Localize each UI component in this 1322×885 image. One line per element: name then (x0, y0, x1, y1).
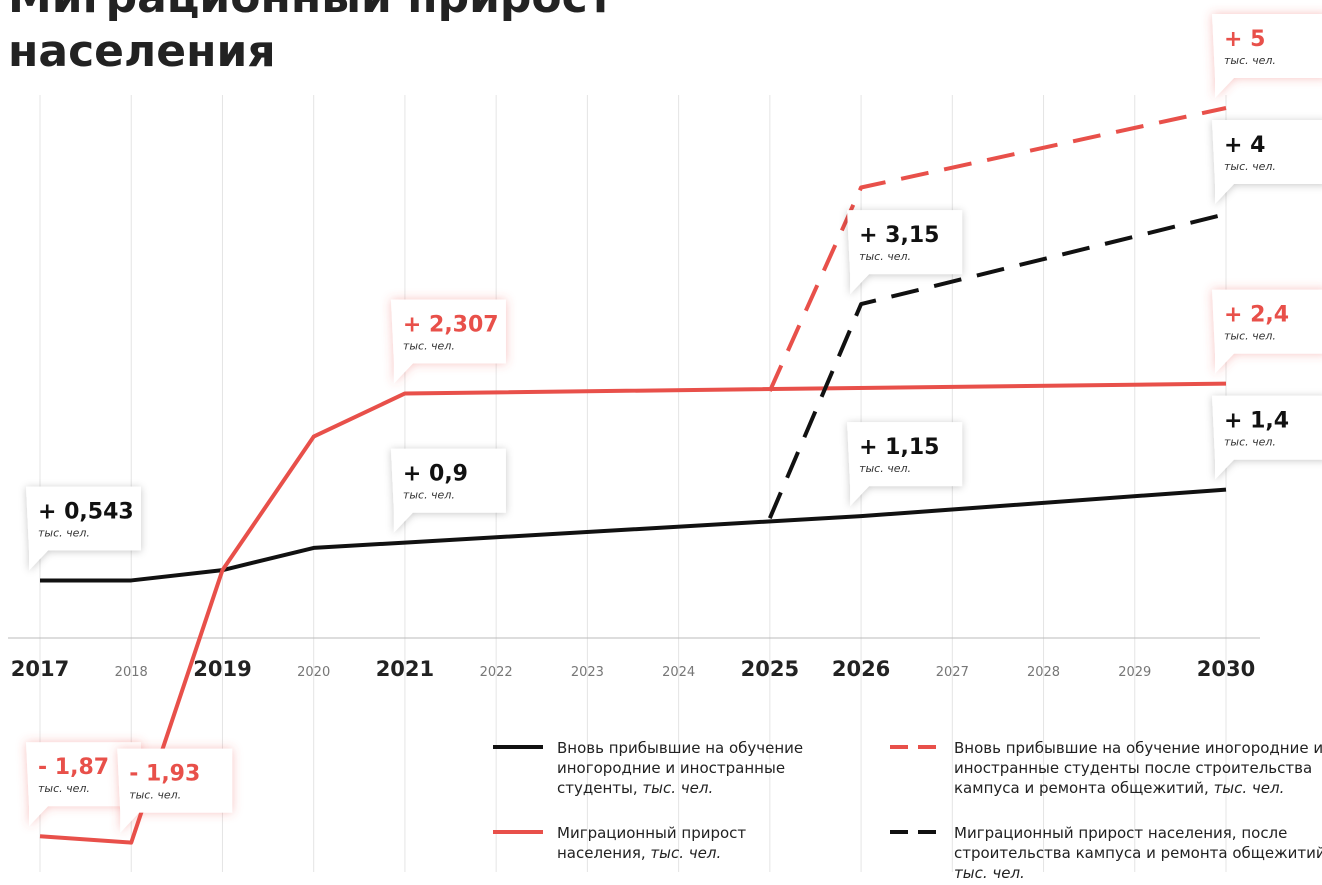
series-line (768, 106, 1227, 392)
legend-swatch (493, 745, 543, 749)
x-tick-label: 2023 (571, 665, 604, 680)
legend-unit: тыс. чел. (1213, 779, 1285, 797)
data-label: + 1,15 (859, 435, 939, 460)
legend-unit: тыс. чел. (642, 779, 714, 797)
callout: + 4 тыс. чел. (1212, 120, 1322, 204)
data-label: + 2,307 (403, 312, 499, 337)
legend-text: Миграционный прирост населения, тыс. чел… (557, 824, 747, 862)
callout-box (1212, 289, 1322, 374)
x-tick-label: 2029 (1118, 665, 1151, 680)
data-label-unit: тыс. чел. (38, 526, 90, 539)
data-label-unit: тыс. чел. (859, 462, 911, 475)
callout: + 2,307 тыс. чел. (390, 299, 506, 384)
callout: - 1,93 тыс. чел. (117, 748, 233, 833)
callout-box (1212, 14, 1322, 98)
callout-box (1212, 395, 1322, 480)
data-label-unit: тыс. чел. (38, 782, 90, 795)
legend-label: Вновь прибывшие на обучение иногородние … (954, 739, 1322, 797)
data-label: + 0,543 (38, 499, 134, 524)
series-line (39, 381, 1227, 845)
chart-title: Миграционный прирост населения (8, 0, 614, 77)
title-line: Миграционный прирост (8, 0, 614, 23)
callout-box (26, 486, 141, 571)
legend-swatch (890, 745, 940, 749)
data-label-unit: тыс. чел. (1224, 436, 1276, 449)
callout: + 0,9 тыс. чел. (390, 448, 506, 533)
data-label-unit: тыс. чел. (403, 339, 455, 352)
data-label-unit: тыс. чел. (403, 489, 455, 502)
series-line (768, 212, 1227, 520)
x-tick-label: 2024 (662, 665, 695, 680)
x-tick-label: 2019 (193, 657, 251, 681)
data-label-unit: тыс. чел. (1224, 160, 1276, 173)
legend-text: Вновь прибывшие на обучение иногородние … (954, 739, 1322, 797)
legend-unit: тыс. чел. (954, 864, 1025, 882)
data-label: + 4 (1224, 133, 1265, 158)
series-line (40, 487, 1227, 583)
legend-label: Вновь прибывшие на обучение иногородние … (557, 739, 804, 797)
callout-box (117, 748, 233, 833)
x-tick-label: 2017 (11, 657, 69, 681)
data-label: - 1,93 (129, 762, 200, 787)
callout-box (847, 210, 963, 295)
callout-box (1212, 120, 1322, 204)
data-label: + 0,9 (403, 462, 468, 487)
x-tick-label: 2021 (376, 657, 434, 681)
x-tick-label: 2020 (297, 665, 330, 680)
x-tick-label: 2018 (115, 665, 148, 680)
legend-label: Миграционный прирост населения (557, 824, 747, 862)
legend-text: Вновь прибывшие на обучение иногородние … (557, 739, 804, 797)
legend-label: Миграционный прирост населения, после ст… (954, 824, 1322, 862)
data-label: + 2,4 (1224, 303, 1289, 328)
title-line: населения (8, 26, 276, 77)
legend-text: Миграционный прирост населения, после ст… (954, 823, 1322, 883)
data-label: - 1,87 (38, 755, 109, 780)
legend-swatch (493, 830, 543, 834)
x-tick-label: 2025 (741, 657, 799, 681)
data-label: + 3,15 (859, 223, 939, 248)
data-label-unit: тыс. чел. (1224, 54, 1276, 67)
x-tick-label: 2030 (1197, 657, 1255, 681)
callout-box (390, 299, 506, 384)
legend-swatch (890, 830, 940, 834)
data-label: + 1,4 (1224, 409, 1289, 434)
callout: + 3,15 тыс. чел. (847, 210, 963, 295)
callout-box (847, 422, 963, 507)
callout-box (26, 742, 141, 827)
x-tick-label: 2027 (936, 665, 969, 680)
data-label-unit: тыс. чел. (859, 250, 911, 263)
data-label-unit: тыс. чел. (129, 789, 181, 802)
data-label: + 5 (1224, 27, 1265, 52)
callout: + 1,15 тыс. чел. (847, 422, 963, 507)
x-tick-label: 2026 (832, 657, 890, 681)
callout: + 0,543 тыс. чел. (26, 486, 141, 571)
legend-unit: тыс. чел. (650, 844, 722, 862)
callout: - 1,87 тыс. чел. (26, 742, 141, 827)
callout-box (390, 448, 506, 533)
x-tick-label: 2028 (1027, 665, 1060, 680)
callout: + 2,4 тыс. чел. (1212, 289, 1322, 374)
data-label-unit: тыс. чел. (1224, 330, 1276, 343)
callout: + 1,4 тыс. чел. (1212, 395, 1322, 480)
x-tick-label: 2022 (480, 665, 513, 680)
callout: + 5 тыс. чел. (1212, 14, 1322, 98)
